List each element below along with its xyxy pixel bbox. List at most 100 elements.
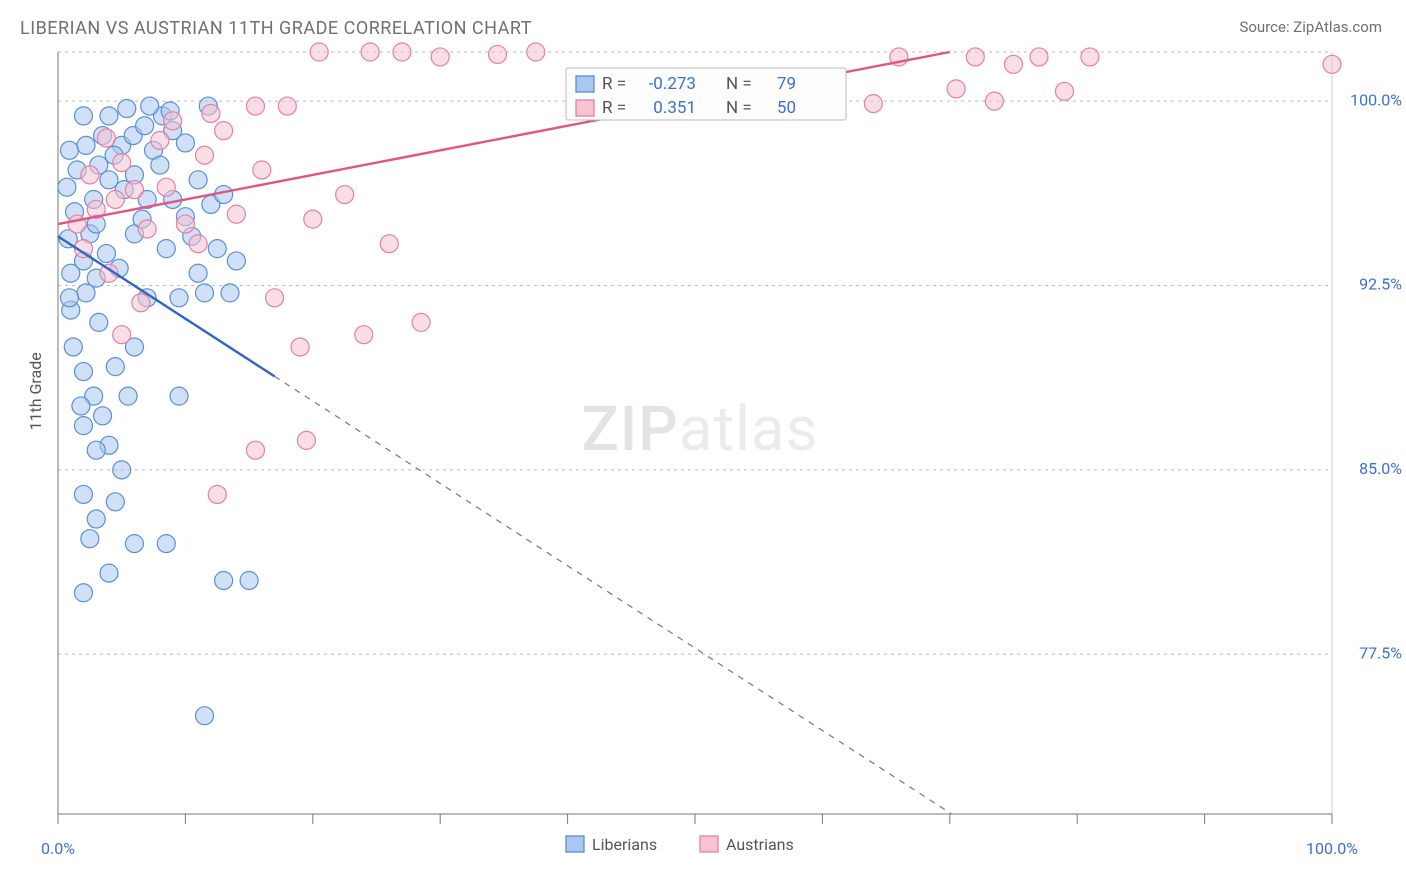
svg-text:N =: N =: [726, 98, 752, 118]
scatter-point-austrian: [246, 441, 264, 459]
scatter-point-austrian: [1323, 55, 1341, 73]
scatter-point-austrian: [125, 181, 143, 199]
scatter-point-liberian: [176, 134, 194, 152]
scatter-point-liberian: [170, 387, 188, 405]
scatter-point-liberian: [64, 338, 82, 356]
scatter-point-liberian: [136, 117, 154, 135]
scatter-point-liberian: [118, 100, 136, 118]
scatter-point-liberian: [87, 441, 105, 459]
y-tick-label: 85.0%: [1359, 459, 1402, 478]
scatter-point-austrian: [246, 97, 264, 115]
series-legend: Liberians Austrians: [566, 835, 794, 854]
scatter-point-liberian: [189, 264, 207, 282]
scatter-point-austrian: [106, 190, 124, 208]
y-tick-label: 77.5%: [1359, 643, 1402, 662]
scatter-point-liberian: [157, 240, 175, 258]
scatter-point-austrian: [132, 294, 150, 312]
scatter-point-austrian: [196, 146, 214, 164]
scatter-point-austrian: [215, 122, 233, 140]
scatter-point-austrian: [189, 235, 207, 253]
scatter-point-austrian: [176, 215, 194, 233]
scatter-point-austrian: [151, 131, 169, 149]
scatter-point-liberian: [77, 136, 95, 154]
correlation-chart: 0.0% 100.0% 77.5% 85.0% 92.5% 100.0% ZIPatlas R…: [0, 0, 1406, 892]
scatter-point-liberian: [240, 571, 258, 589]
scatter-point-austrian: [527, 43, 545, 61]
scatter-point-liberian: [74, 363, 92, 381]
scatter-point-liberian: [215, 186, 233, 204]
scatter-point-austrian: [1030, 48, 1048, 66]
scatter-point-austrian: [304, 210, 322, 228]
scatter-point-liberian: [125, 535, 143, 553]
scatter-point-liberian: [196, 707, 214, 725]
scatter-point-liberian: [74, 485, 92, 503]
scatter-point-austrian: [81, 166, 99, 184]
scatter-point-liberian: [141, 97, 159, 115]
svg-text:79: 79: [777, 74, 796, 94]
y-tick-label: 92.5%: [1359, 275, 1402, 294]
scatter-point-austrian: [393, 43, 411, 61]
svg-text:R =: R =: [602, 98, 626, 118]
scatter-point-liberian: [106, 358, 124, 376]
scatter-point-austrian: [864, 95, 882, 113]
scatter-point-austrian: [947, 80, 965, 98]
scatter-point-austrian: [227, 205, 245, 223]
scatter-point-austrian: [113, 154, 131, 172]
svg-text:50: 50: [777, 98, 796, 118]
scatter-point-liberian: [87, 510, 105, 528]
scatter-point-liberian: [58, 178, 76, 196]
scatter-point-liberian: [97, 245, 115, 263]
x-tick-label: 0.0%: [41, 839, 75, 858]
scatter-point-liberian: [81, 530, 99, 548]
scatter-point-austrian: [297, 431, 315, 449]
scatter-point-austrian: [164, 112, 182, 130]
scatter-point-austrian: [278, 97, 296, 115]
stats-legend: R =-0.273N =79R =0.351N =50: [566, 68, 846, 120]
scatter-point-austrian: [266, 289, 284, 307]
scatter-point-liberian: [72, 397, 90, 415]
scatter-point-austrian: [138, 220, 156, 238]
scatter-point-liberian: [60, 141, 78, 159]
scatter-point-liberian: [90, 313, 108, 331]
scatter-point-liberian: [170, 289, 188, 307]
scatter-point-austrian: [208, 485, 226, 503]
scatter-point-liberian: [227, 252, 245, 270]
scatter-point-austrian: [310, 43, 328, 61]
scatter-point-liberian: [221, 284, 239, 302]
scatter-point-austrian: [202, 104, 220, 122]
x-tick-label: 100.0%: [1306, 839, 1358, 858]
scatter-point-liberian: [62, 264, 80, 282]
scatter-point-liberian: [113, 461, 131, 479]
scatter-point-austrian: [355, 326, 373, 344]
svg-text:Austrians: Austrians: [726, 835, 794, 854]
scatter-point-austrian: [291, 338, 309, 356]
svg-text:N =: N =: [726, 74, 752, 94]
scatter-point-liberian: [74, 417, 92, 435]
watermark: ZIPatlas: [581, 393, 818, 466]
scatter-point-liberian: [157, 535, 175, 553]
y-tick-label: 100.0%: [1350, 90, 1402, 109]
scatter-point-austrian: [157, 178, 175, 196]
scatter-point-liberian: [189, 171, 207, 189]
scatter-point-liberian: [100, 107, 118, 125]
scatter-point-liberian: [94, 407, 112, 425]
svg-text:0.351: 0.351: [653, 98, 696, 118]
svg-text:Liberians: Liberians: [592, 835, 657, 854]
scatter-point-austrian: [361, 43, 379, 61]
scatter-point-austrian: [336, 186, 354, 204]
scatter-point-liberian: [119, 387, 137, 405]
scatter-point-austrian: [412, 313, 430, 331]
scatter-point-liberian: [215, 571, 233, 589]
scatter-point-liberian: [60, 289, 78, 307]
scatter-point-austrian: [68, 215, 86, 233]
scatter-point-austrian: [1081, 48, 1099, 66]
scatter-point-austrian: [1055, 82, 1073, 100]
scatter-point-austrian: [1005, 55, 1023, 73]
scatter-point-austrian: [253, 161, 271, 179]
scatter-point-austrian: [380, 235, 398, 253]
scatter-point-austrian: [985, 92, 1003, 110]
scatter-point-liberian: [106, 493, 124, 511]
scatter-point-liberian: [74, 584, 92, 602]
scatter-point-liberian: [151, 156, 169, 174]
scatter-point-austrian: [113, 326, 131, 344]
